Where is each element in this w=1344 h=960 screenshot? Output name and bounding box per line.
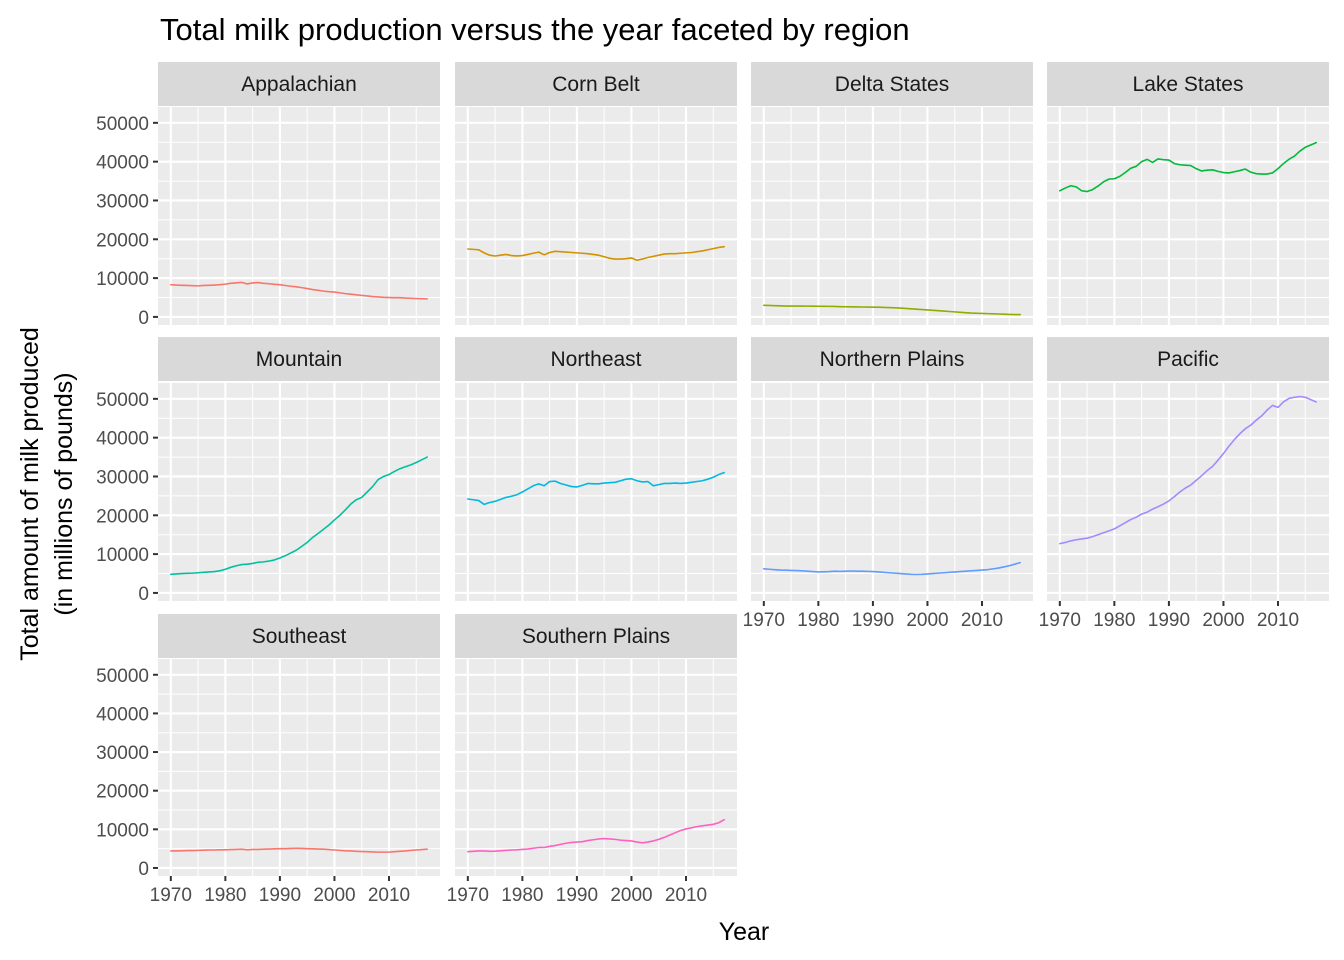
panel-background-appalachian [158,107,440,325]
panel-background-northeast [455,383,737,601]
y-tick-label: 50000 [96,114,149,135]
y-tick-label: 30000 [96,743,149,764]
series-line-southern-plains [467,818,725,853]
series-line-corn-belt [467,245,725,262]
x-tick-label: 1990 [556,885,598,906]
panel-northeast: Northeast [455,337,737,601]
y-axis-title: Total amount of milk produced (in millio… [16,327,78,661]
strip-label-mountain: Mountain [256,348,342,371]
y-tick-label: 10000 [96,545,149,566]
strip-lake-states [1047,62,1329,106]
x-tick-label: 1980 [501,885,543,906]
x-tick-label: 1990 [1148,610,1190,631]
y-tick-label: 0 [138,584,149,605]
panel-background-mountain [158,383,440,601]
strip-label-northern-plains: Northern Plains [820,348,965,371]
y-tick-label: 40000 [96,429,149,450]
strip-southern-plains [455,614,737,658]
strip-label-lake-states: Lake States [1133,73,1244,96]
y-tick-label: 50000 [96,390,149,411]
panel-background-northern-plains [751,383,1033,601]
panel-corn-belt: Corn Belt [455,62,737,325]
x-tick-label: 1980 [204,885,246,906]
series-line-northeast [467,471,725,506]
series-line-delta-states [763,304,1021,316]
x-tick-label: 2000 [1202,610,1244,631]
strip-delta-states [751,62,1033,106]
y-tick-label: 40000 [96,153,149,174]
x-tick-label: 1980 [797,610,839,631]
x-tick-label: 2000 [313,885,355,906]
y-tick-label: 30000 [96,467,149,488]
panel-background-delta-states [751,107,1033,325]
y-axis-title-line-1: Total amount of milk produced [16,327,44,661]
x-tick-label: 2010 [665,885,707,906]
panel-delta-states: Delta States [751,62,1033,325]
x-tick-label: 1970 [743,610,785,631]
series-line-northern-plains [763,561,1021,576]
panel-background-corn-belt [455,107,737,325]
y-tick-label: 20000 [96,230,149,251]
y-tick-label: 20000 [96,782,149,803]
panel-appalachian: Appalachian [158,62,440,325]
panel-pacific: Pacific [1047,337,1329,601]
series-line-appalachian [170,281,428,300]
y-tick-label: 10000 [96,269,149,290]
y-tick-label: 0 [138,308,149,329]
x-tick-label: 1990 [852,610,894,631]
axes: 0100002000030000400005000001000020000300… [96,114,1299,906]
strip-pacific [1047,337,1329,381]
x-tick-label: 1970 [1039,610,1081,631]
y-axis-title-line-2: (in millions of pounds) [50,372,78,615]
panel-northern-plains: Northern Plains [751,337,1033,601]
y-tick-label: 20000 [96,506,149,527]
panel-southeast: Southeast [158,614,440,876]
x-axis-title: Year [719,918,770,946]
strip-corn-belt [455,62,737,106]
strip-mountain [158,337,440,381]
strip-label-southern-plains: Southern Plains [522,625,670,648]
strip-label-corn-belt: Corn Belt [552,73,640,96]
x-tick-label: 2000 [906,610,948,631]
x-tick-label: 1970 [150,885,192,906]
series-line-pacific [1059,395,1317,545]
strip-northern-plains [751,337,1033,381]
panel-background-southern-plains [455,659,737,876]
strip-label-appalachian: Appalachian [241,73,357,96]
x-tick-label: 2000 [610,885,652,906]
panel-background-southeast [158,659,440,876]
panel-background-lake-states [1047,107,1329,325]
x-tick-label: 2010 [368,885,410,906]
strip-label-northeast: Northeast [550,348,641,371]
x-tick-label: 2010 [1257,610,1299,631]
x-tick-label: 1970 [447,885,489,906]
facet-panels: Appalachian Corn Belt Delta States Lake Sta… [158,62,1329,876]
strip-label-southeast: Southeast [252,625,347,648]
y-tick-label: 0 [138,859,149,880]
series-line-southeast [170,847,428,853]
strip-label-delta-states: Delta States [835,73,949,96]
x-tick-label: 1990 [259,885,301,906]
strip-southeast [158,614,440,658]
panel-lake-states: Lake States [1047,62,1329,325]
y-tick-label: 40000 [96,704,149,725]
y-tick-label: 10000 [96,820,149,841]
x-tick-label: 1980 [1093,610,1135,631]
panel-southern-plains: Southern Plains [455,614,737,876]
strip-northeast [455,337,737,381]
series-line-lake-states [1059,141,1317,193]
y-tick-label: 30000 [96,191,149,212]
x-tick-label: 2010 [961,610,1003,631]
chart-title: Total milk production versus the year fa… [160,12,910,47]
y-tick-label: 50000 [96,666,149,687]
strip-appalachian [158,62,440,106]
panel-mountain: Mountain [158,337,440,601]
series-line-mountain [170,456,428,576]
strip-label-pacific: Pacific [1157,348,1219,371]
panel-background-pacific [1047,383,1329,601]
